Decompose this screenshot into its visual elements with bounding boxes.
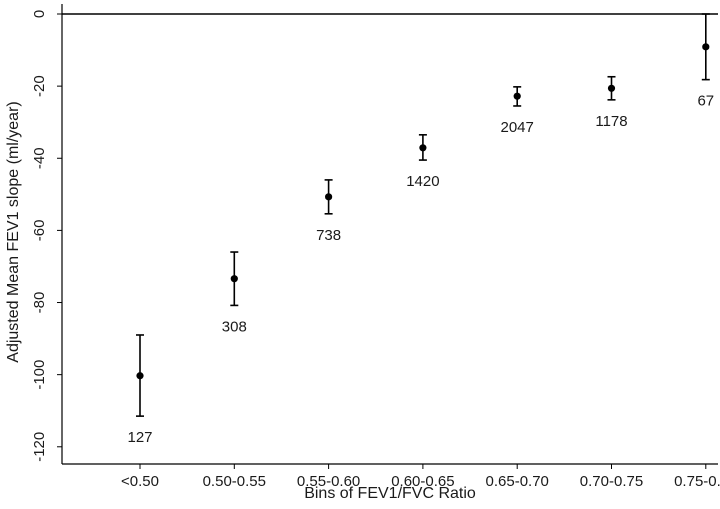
sample-size-label: 127 [127, 429, 152, 446]
y-tick-label: -80 [31, 292, 48, 314]
sample-size-label: 1420 [406, 173, 439, 190]
y-tick-label: -120 [31, 432, 48, 462]
y-tick-label: -40 [31, 147, 48, 169]
y-tick-label: -100 [31, 360, 48, 390]
data-point [513, 92, 521, 100]
sample-size-label: 67 [697, 93, 714, 110]
y-tick-label: -60 [31, 220, 48, 242]
y-tick-label: -20 [31, 75, 48, 97]
x-tick-label: 0.75-0.80 [674, 473, 720, 490]
x-axis-title: Bins of FEV1/FVC Ratio [304, 485, 476, 502]
data-point [419, 144, 427, 152]
x-tick-label: 0.55-0.60 [297, 473, 360, 490]
sample-size-label: 308 [222, 318, 247, 335]
x-tick-label: 0.60-0.65 [391, 473, 454, 490]
y-tick-label: 0 [31, 10, 48, 18]
data-point [325, 193, 333, 201]
sample-size-label: 2047 [501, 119, 534, 136]
data-point [230, 275, 238, 283]
sample-size-label: 1178 [595, 113, 627, 130]
sample-size-label: 738 [316, 227, 341, 244]
data-point [702, 43, 710, 51]
plot-area: 0 -20 -40 -60 -80 -100 -120 <0.50 0.50-0.55 0.55-… [31, 4, 720, 490]
x-tick-label: 0.70-0.75 [580, 473, 643, 490]
data-point [607, 84, 616, 92]
data-point [136, 372, 144, 380]
x-tick-label: 0.50-0.55 [203, 473, 266, 490]
x-tick-label: <0.50 [121, 473, 159, 490]
x-tick-label: 0.65-0.70 [486, 473, 549, 490]
y-axis-title: Adjusted Mean FEV1 slope (ml/year) [5, 101, 22, 362]
